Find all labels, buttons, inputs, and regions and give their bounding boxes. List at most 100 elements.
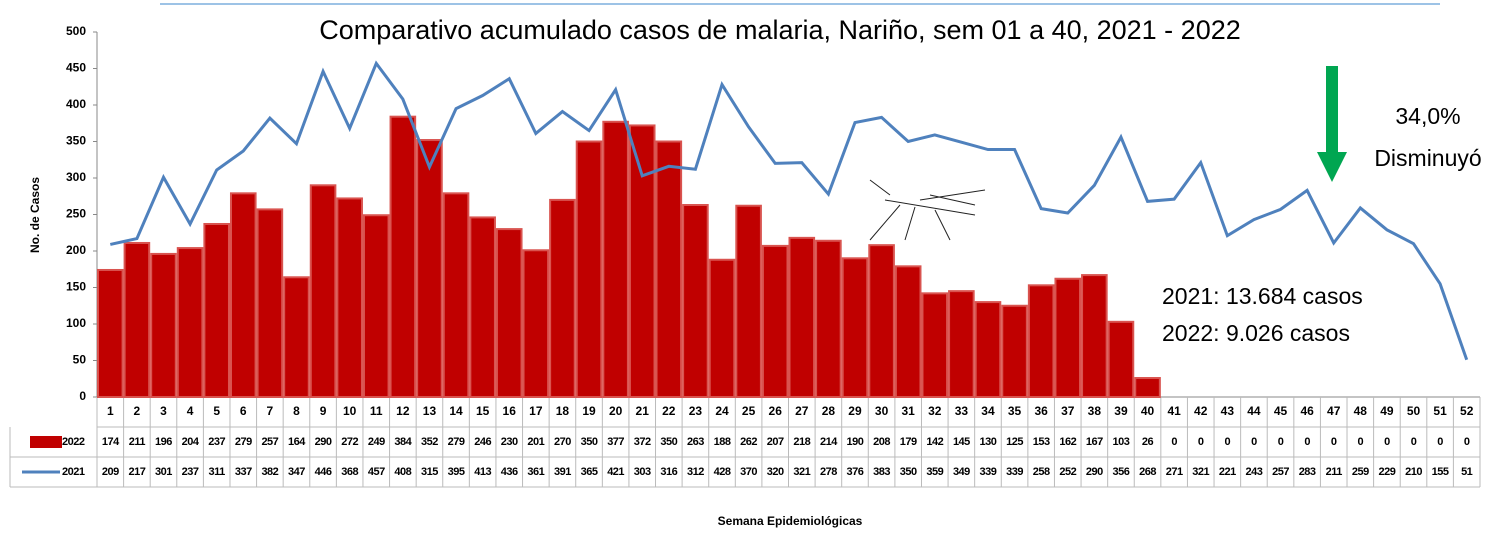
bar [151, 254, 176, 397]
table-value: 190 [847, 436, 864, 448]
table-value: 0 [1384, 436, 1390, 448]
table-value: 311 [209, 466, 226, 478]
table-value: 243 [1246, 466, 1263, 478]
table-value: 279 [448, 436, 465, 448]
table-value: 211 [1326, 466, 1343, 478]
bar [603, 122, 628, 397]
y-tick-label: 500 [66, 24, 86, 38]
x-tick-label: 32 [928, 404, 942, 418]
x-tick-label: 16 [503, 404, 517, 418]
bar [949, 291, 974, 397]
bar [258, 209, 283, 397]
table-value: 259 [1352, 466, 1369, 478]
x-tick-label: 45 [1274, 404, 1288, 418]
table-value: 130 [980, 436, 997, 448]
table-value: 0 [1358, 436, 1364, 448]
mosquito [870, 180, 985, 240]
bar [204, 224, 229, 397]
annotation: 2022: 9.026 casos [1162, 320, 1350, 346]
table-value: 188 [714, 436, 731, 448]
y-tick-label: 450 [66, 61, 86, 75]
x-tick-label: 11 [370, 404, 383, 418]
table-value: 0 [1411, 436, 1417, 448]
table-value: 457 [368, 466, 385, 478]
bar [1135, 378, 1160, 397]
x-tick-label: 19 [582, 404, 596, 418]
x-tick-label: 38 [1088, 404, 1102, 418]
table-value: 246 [474, 436, 491, 448]
table-value: 0 [1278, 436, 1284, 448]
table-value: 428 [714, 466, 731, 478]
table-value: 26 [1142, 436, 1154, 448]
y-tick-label: 350 [66, 134, 86, 148]
bar [577, 142, 602, 398]
x-tick-label: 42 [1194, 404, 1208, 418]
table-value: 368 [341, 466, 358, 478]
x-tick-label: 14 [449, 404, 463, 418]
table-value: 153 [1033, 436, 1050, 448]
table-value: 446 [315, 466, 332, 478]
x-tick-label: 1 [107, 404, 114, 418]
table-value: 350 [660, 436, 677, 448]
table-value: 384 [394, 436, 412, 448]
table-value: 211 [129, 436, 146, 448]
x-tick-label: 33 [955, 404, 969, 418]
bar [1109, 322, 1134, 397]
table-value: 0 [1437, 436, 1443, 448]
table-value: 279 [235, 436, 252, 448]
table-value: 208 [873, 436, 890, 448]
table-value: 252 [1059, 466, 1076, 478]
bar [311, 185, 336, 397]
bar [736, 206, 761, 397]
bar [630, 125, 655, 397]
table-value: 174 [102, 436, 120, 448]
table-value: 0 [1331, 436, 1337, 448]
bar [497, 229, 522, 397]
x-tick-label: 48 [1354, 404, 1368, 418]
table-value: 272 [341, 436, 358, 448]
table-value: 316 [660, 466, 677, 478]
table-value: 155 [1432, 466, 1449, 478]
legend-label: 2021 [62, 466, 85, 478]
x-tick-label: 18 [556, 404, 570, 418]
x-tick-label: 46 [1300, 404, 1314, 418]
bar [976, 302, 1001, 397]
x-tick-label: 43 [1221, 404, 1235, 418]
x-tick-label: 47 [1327, 404, 1341, 418]
x-tick-label: 4 [187, 404, 194, 418]
x-tick-label: 6 [240, 404, 247, 418]
table-value: 271 [1166, 466, 1183, 478]
x-tick-label: 28 [822, 404, 836, 418]
arrow [1317, 66, 1347, 182]
table-value: 436 [501, 466, 518, 478]
table-value: 321 [793, 466, 810, 478]
table-value: 221 [1219, 466, 1236, 478]
x-tick-label: 49 [1380, 404, 1394, 418]
table-value: 263 [687, 436, 704, 448]
table-value: 145 [953, 436, 970, 448]
bar [683, 205, 708, 397]
bar [550, 200, 575, 397]
table-value: 321 [1192, 466, 1209, 478]
x-tick-label: 5 [213, 404, 220, 418]
x-tick-label: 31 [902, 404, 916, 418]
legend-swatch [30, 436, 62, 448]
bar [417, 140, 442, 397]
x-tick-label: 15 [476, 404, 490, 418]
x-tick-label: 21 [636, 404, 650, 418]
annotation: 34,0% [1395, 103, 1460, 129]
bar [1029, 285, 1054, 397]
table-value: 370 [740, 466, 757, 478]
y-tick-label: 250 [66, 207, 86, 221]
legend-label: 2022 [62, 436, 85, 448]
x-tick-label: 2 [134, 404, 141, 418]
x-axis-label: Semana Epidemiológicas [718, 514, 863, 528]
table-value: 268 [1139, 466, 1156, 478]
x-tick-label: 17 [529, 404, 543, 418]
table-value: 196 [155, 436, 172, 448]
x-tick-label: 36 [1034, 404, 1048, 418]
table-value: 278 [820, 466, 837, 478]
x-tick-label: 7 [267, 404, 274, 418]
table-value: 214 [820, 436, 838, 448]
table-value: 209 [102, 466, 119, 478]
